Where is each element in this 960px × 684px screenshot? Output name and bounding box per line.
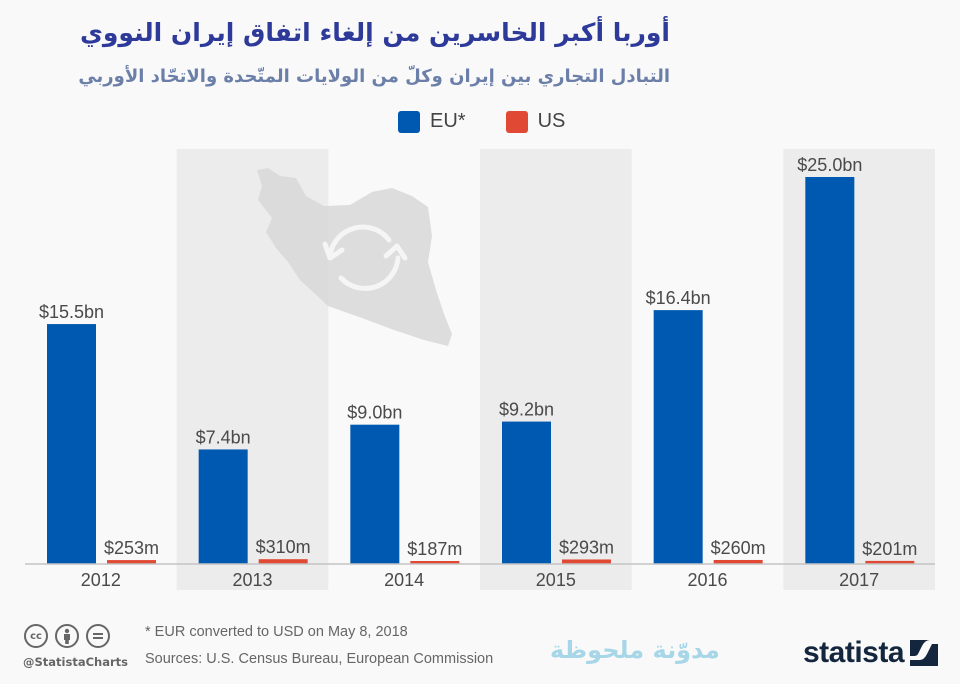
data-label-us: $260m <box>711 538 766 558</box>
legend: EU* US <box>398 110 565 133</box>
legend-label-us: US <box>537 110 566 132</box>
data-label-us: $187m <box>407 539 462 559</box>
data-label-eu: $9.0bn <box>347 403 402 423</box>
legend-swatch-eu <box>398 110 420 133</box>
bar-us <box>107 560 156 564</box>
bar-eu <box>47 324 96 564</box>
x-tick-label: 2014 <box>384 570 424 590</box>
data-label-eu: $25.0bn <box>797 155 862 175</box>
sources-note: Sources: U.S. Census Bureau, European Co… <box>145 651 494 667</box>
bar-us <box>865 560 915 564</box>
sync-arrows-icon <box>322 224 408 291</box>
data-label-eu: $16.4bn <box>646 288 711 308</box>
x-tick-label: 2017 <box>839 570 879 590</box>
iran-map-illustration <box>257 168 452 346</box>
bar-us <box>410 561 460 564</box>
footnote: * EUR converted to USD on May 8, 2018 <box>145 624 408 640</box>
data-label-us: $201m <box>862 539 917 559</box>
x-tick-label: 2013 <box>232 570 272 590</box>
bar-us <box>258 559 308 564</box>
data-label-us: $310m <box>256 537 311 557</box>
data-label-eu: $9.2bn <box>499 400 554 420</box>
statista-logo-icon <box>910 640 939 666</box>
bar-us <box>562 559 611 564</box>
chart-subtitle: التبادل التجاري بين إيران وكلّ من الولاي… <box>78 66 670 87</box>
by-icon <box>55 624 79 648</box>
bar-eu <box>198 449 248 564</box>
statista-logo[interactable]: statista <box>803 636 939 670</box>
data-label-eu: $15.5bn <box>39 302 104 322</box>
bar-eu <box>350 424 400 564</box>
blog-watermark: مدوّنة ملحوظة <box>550 636 720 664</box>
x-tick-label: 2016 <box>687 570 727 590</box>
x-tick-label: 2012 <box>81 570 121 590</box>
data-label-eu: $7.4bn <box>196 427 251 447</box>
bar-us <box>713 559 763 564</box>
data-label-us: $293m <box>559 537 614 557</box>
iran-map-icon <box>257 168 452 346</box>
cc-icon: cc <box>24 624 48 648</box>
bar-eu <box>502 421 551 564</box>
legend-label-eu: EU* <box>430 110 466 132</box>
x-tick-label: 2015 <box>536 570 576 590</box>
nd-icon <box>86 624 110 648</box>
legend-item-eu: EU* <box>398 110 466 133</box>
license-icons[interactable]: cc <box>24 624 110 648</box>
statista-handle[interactable]: @StatistaCharts <box>23 655 128 669</box>
statista-logo-text: statista <box>803 636 905 669</box>
bar-eu <box>805 177 855 564</box>
data-label-us: $253m <box>104 538 159 558</box>
legend-swatch-us <box>505 110 528 133</box>
chart-title: أوربا أكبر الخاسرين من إلغاء اتفاق إيران… <box>79 18 670 47</box>
bar-eu <box>653 310 703 564</box>
legend-item-us: US <box>505 110 566 133</box>
